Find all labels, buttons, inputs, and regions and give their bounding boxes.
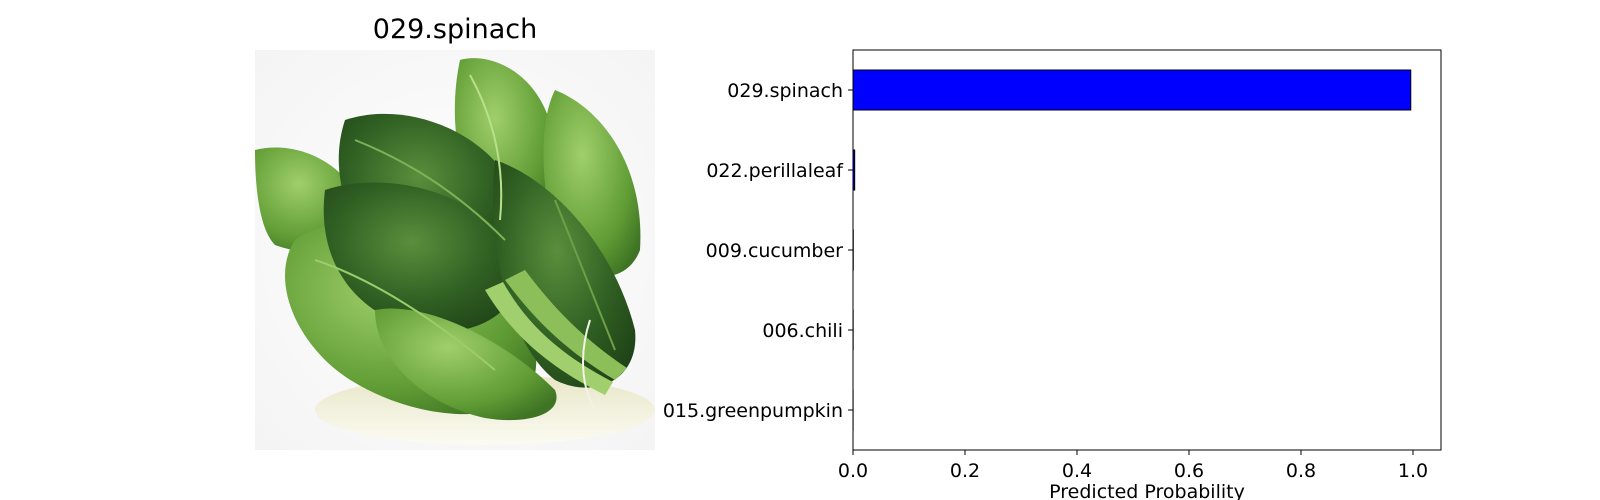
x-tick-label: 0.4 (1062, 460, 1092, 482)
x-tick-label: 0.6 (1174, 460, 1204, 482)
y-tick-label: 006.chili (762, 320, 843, 342)
x-tick-label: 1.0 (1398, 460, 1428, 482)
spinach-photo (255, 50, 655, 450)
bar-022-perillaleaf (852, 149, 856, 191)
x-tick-label: 0.0 (838, 460, 868, 482)
y-tick-label: 022.perillaleaf (706, 160, 844, 182)
x-tick-label: 0.2 (950, 460, 980, 482)
y-tick-label: 015.greenpumpkin (663, 400, 843, 422)
x-axis-label: Predicted Probability (1049, 481, 1245, 500)
x-tick-label: 0.8 (1286, 460, 1316, 482)
y-tick-label: 009.cucumber (706, 240, 844, 262)
y-tick-label: 029.spinach (727, 80, 843, 102)
image-title: 029.spinach (372, 14, 538, 45)
bar-029-spinach (852, 69, 1412, 111)
